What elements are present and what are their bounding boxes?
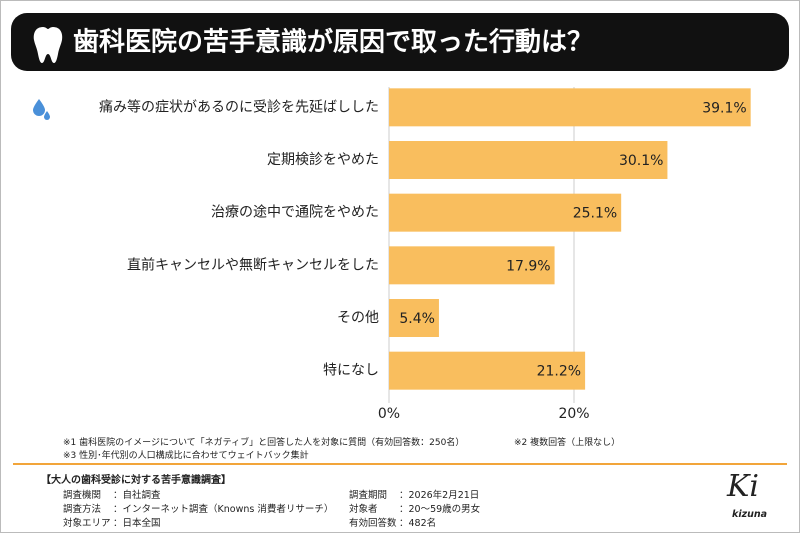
survey-label: 対象エリア	[63, 518, 111, 529]
chart: 歯科医院の苦手意識が原因で取った行動は？ 0% 20% 痛み等の症状があるのに受診を…	[11, 13, 789, 422]
drop-icon	[33, 99, 50, 120]
survey-value: ：自社調査	[113, 490, 161, 501]
survey-value: ：482名	[399, 518, 437, 529]
bar	[389, 141, 668, 179]
footnote: ※2 複数回答（上限なし）	[514, 438, 621, 448]
survey-label: 対象者	[349, 504, 378, 515]
value-label: 21.2%	[537, 364, 581, 380]
survey-value: ：日本全国	[113, 518, 161, 529]
y-tick-label: その他	[337, 310, 379, 326]
y-tick-label: 治療の途中で通院をやめた	[211, 204, 379, 221]
value-label: 39.1%	[702, 100, 746, 116]
logo-text: kizuna	[732, 509, 768, 520]
x-tick-label: 0%	[378, 406, 400, 422]
survey-label: 調査機関	[63, 490, 102, 501]
x-tick-label: 20%	[558, 406, 589, 422]
bar	[389, 193, 622, 232]
bar	[389, 299, 439, 337]
footnote: ※3 性別･年代別の人口構成比に合わせてウェイトバック集計	[63, 451, 309, 461]
chart-title: 歯科医院の苦手意識が原因で取った行動は？	[73, 27, 593, 58]
bar	[389, 88, 751, 127]
survey-value: ：20～59歳の男女	[399, 504, 481, 515]
title-banner	[11, 13, 789, 71]
tooth-icon	[33, 27, 63, 63]
value-label: 30.1%	[619, 153, 663, 169]
survey-label: 有効回答数	[349, 518, 397, 529]
survey-value: ：インターネット調査（Knowns 消費者リサーチ）	[113, 504, 334, 515]
y-tick-label: 特になし	[323, 363, 379, 379]
survey-value: ：2026年2月21日	[399, 490, 480, 501]
y-tick-label: 直前キャンセルや無断キャンセルをした	[127, 256, 379, 273]
bar	[389, 351, 586, 390]
y-tick-label: 痛み等の症状があるのに受診を先延ばしした	[99, 98, 379, 115]
logo-mark: Ki	[727, 469, 760, 504]
bar	[389, 246, 555, 285]
y-tick-label: 定期検診をやめた	[267, 152, 379, 168]
survey-label: 調査期間	[349, 490, 388, 501]
footnote: ※1 歯科医院のイメージについて「ネガティブ」と回答した人を対象に質問（有効回答…	[63, 438, 465, 448]
value-label: 17.9%	[506, 258, 550, 274]
survey-label: 調査方法	[63, 504, 102, 515]
separator	[13, 463, 787, 465]
value-label: 5.4%	[399, 311, 435, 327]
survey-title: 【大人の歯科受診に対する苦手意識調査】	[41, 475, 231, 486]
value-label: 25.1%	[573, 206, 617, 222]
